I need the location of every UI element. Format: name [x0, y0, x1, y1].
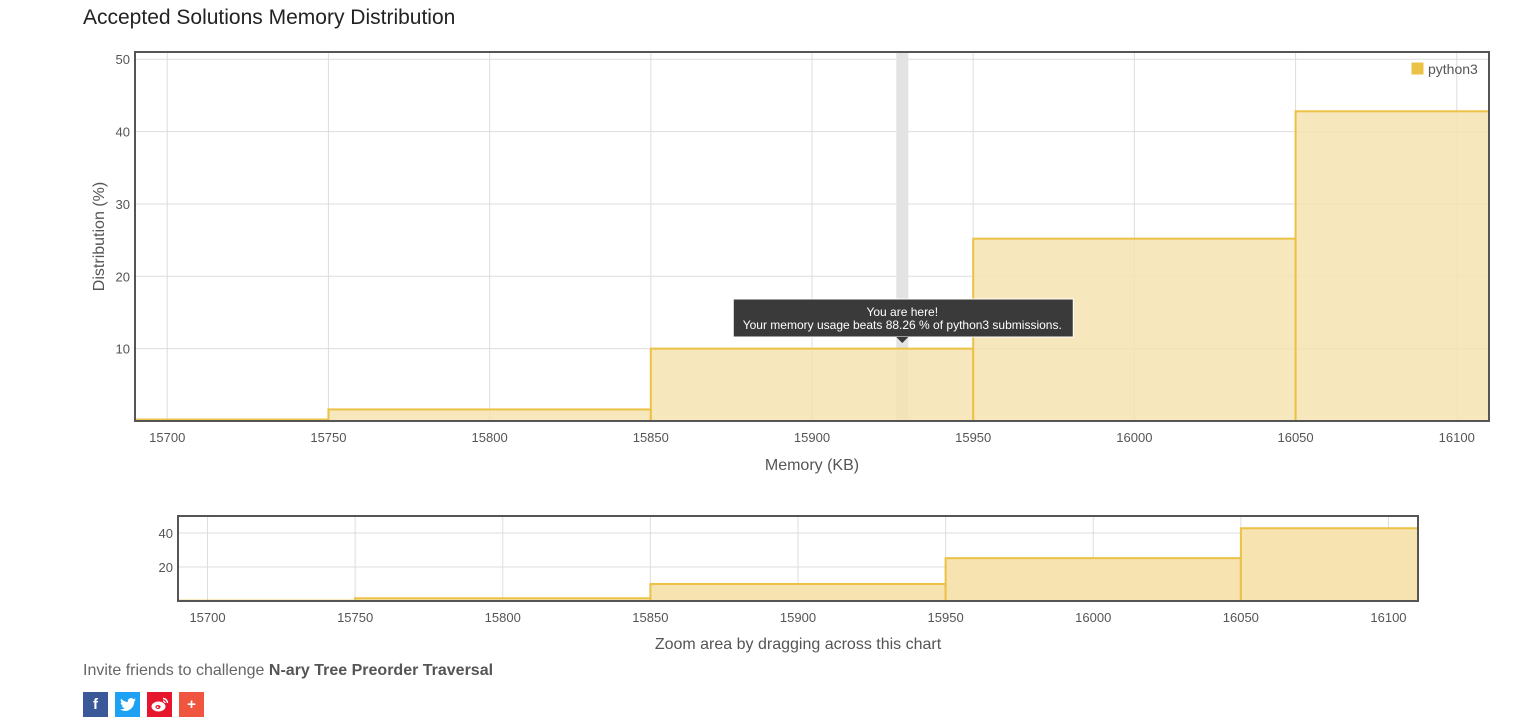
histogram-bar[interactable] — [944, 557, 1242, 601]
histogram-bar[interactable] — [1294, 110, 1520, 421]
problem-name[interactable]: N-ary Tree Preorder Traversal — [268, 662, 494, 679]
x-tick-label: 15700 — [189, 610, 225, 625]
bars-group — [178, 527, 1520, 601]
zoom-navigator-chart[interactable]: 15700 15750 15800 15850 15900 15950 16000 16050… — [0, 0, 1520, 660]
y-tick-label: 30 — [116, 197, 130, 212]
x-tick-label: 16100 — [1370, 610, 1406, 625]
invite-prefix: Invite friends to challenge — [83, 662, 265, 679]
twitter-icon — [119, 697, 136, 711]
x-tick-label: 16100 — [1439, 430, 1475, 445]
chart-legend[interactable]: python3 — [1410, 61, 1478, 77]
tooltip-pointer — [896, 337, 909, 343]
x-tick-label: 15900 — [794, 430, 830, 445]
tooltip-box — [732, 298, 1074, 338]
weibo-share-button[interactable] — [147, 692, 172, 717]
x-tick-label: 15950 — [928, 610, 964, 625]
share-buttons: f + — [83, 692, 204, 717]
histogram-bar[interactable] — [649, 583, 947, 601]
y-tick-label: 40 — [159, 526, 173, 541]
x-tick-label: 15800 — [485, 610, 521, 625]
y-tick-label: 20 — [116, 269, 130, 284]
page-title: Accepted Solutions Memory Distribution — [83, 6, 456, 29]
tooltip: You are here!Your memory usage beats 88.… — [732, 298, 1074, 343]
x-tick-label: 15750 — [310, 430, 346, 445]
x-tick-label: 16000 — [1075, 610, 1111, 625]
invite-friends-text: Invite friends to challenge N-ary Tree P… — [83, 662, 493, 680]
y-axis-title: Distribution (%) — [91, 182, 108, 291]
twitter-share-button[interactable] — [115, 692, 140, 717]
y-tick-label: 20 — [159, 560, 173, 575]
x-tick-label: 15800 — [472, 430, 508, 445]
x-tick-label: 15850 — [633, 430, 669, 445]
x-tick-label: 16000 — [1116, 430, 1152, 445]
x-tick-label: 15950 — [955, 430, 991, 445]
y-tick-label: 40 — [116, 125, 130, 140]
y-tick-label: 10 — [116, 342, 130, 357]
memory-distribution-chart[interactable]: 15700 15750 15800 15850 15900 15950 16000 16050… — [0, 0, 1520, 480]
plus-icon: + — [187, 696, 196, 713]
more-share-button[interactable]: + — [179, 692, 204, 717]
tooltip-message: Your memory usage beats 88.26 % of pytho… — [743, 318, 1062, 332]
x-tick-label: 16050 — [1277, 430, 1313, 445]
facebook-share-button[interactable]: f — [83, 692, 108, 717]
weibo-icon — [151, 697, 168, 712]
tooltip-title: You are here! — [866, 305, 938, 319]
legend-swatch — [1410, 61, 1425, 76]
x-tick-label: 16050 — [1223, 610, 1259, 625]
x-axis-title: Memory (KB) — [765, 457, 859, 474]
x-tick-label: 15900 — [780, 610, 816, 625]
facebook-icon: f — [93, 696, 98, 713]
x-tick-label: 15850 — [632, 610, 668, 625]
legend-label: python3 — [1428, 61, 1478, 77]
x-tick-label: 15750 — [337, 610, 373, 625]
x-axis-title: Zoom area by dragging across this chart — [655, 636, 942, 653]
plot-frame — [134, 51, 1490, 422]
histogram-bar[interactable] — [1239, 527, 1520, 601]
x-tick-label: 15700 — [149, 430, 185, 445]
plot-frame — [177, 515, 1419, 602]
y-tick-label: 50 — [116, 52, 130, 67]
